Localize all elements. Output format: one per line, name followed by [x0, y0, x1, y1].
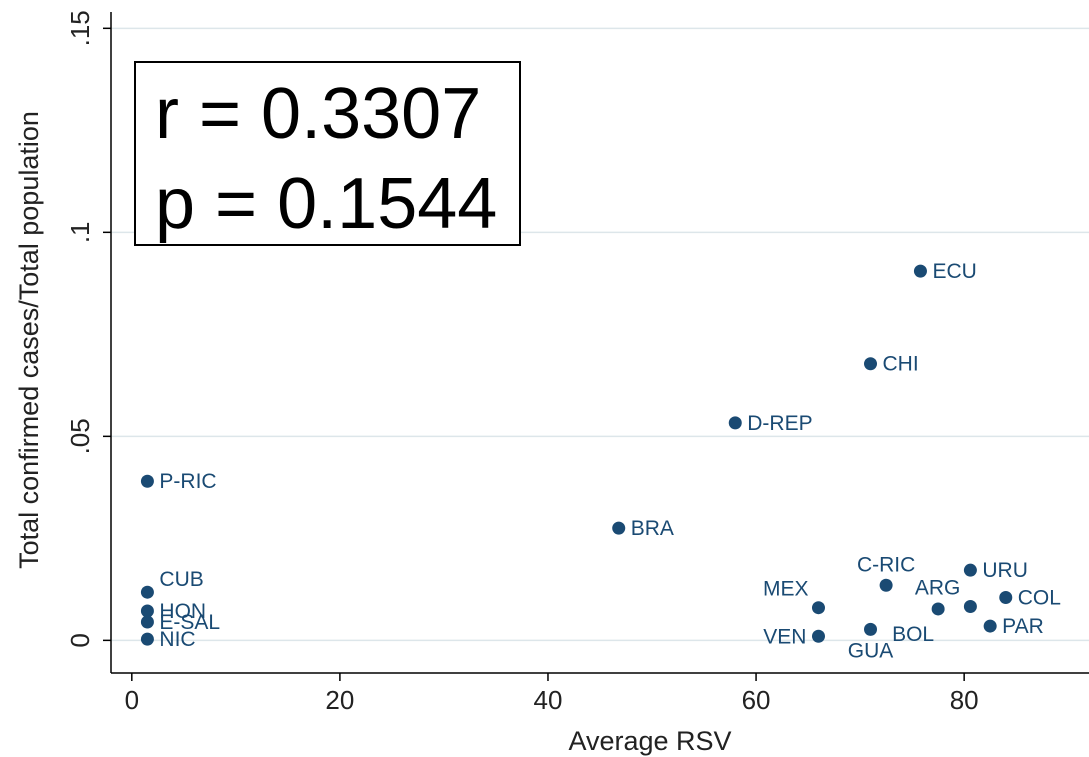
data-point — [999, 591, 1013, 605]
data-point — [140, 585, 154, 599]
x-tick-label: 80 — [950, 685, 979, 715]
point-label: URU — [982, 559, 1028, 582]
r-value-text: r = 0.3307 — [155, 74, 481, 154]
axes — [110, 12, 1089, 674]
point-label: BOL — [892, 623, 934, 646]
y-tick-label: .1 — [65, 221, 95, 243]
data-point — [913, 264, 927, 278]
point-label: MEX — [763, 578, 809, 601]
ticks: 0 .05 .1 .15 0 20 40 60 80 — [65, 10, 979, 715]
point-label: COL — [1018, 587, 1061, 610]
x-tick-label: 0 — [125, 685, 139, 715]
y-axis-title: Total confirmed cases/Total population — [14, 111, 44, 569]
x-axis-title: Average RSV — [568, 726, 731, 756]
data-point — [963, 563, 977, 577]
data-point — [811, 629, 825, 643]
data-point — [140, 615, 154, 629]
point-label: ECU — [932, 260, 976, 283]
stats-box-border — [134, 61, 521, 246]
x-tick-label: 20 — [325, 685, 354, 715]
point-label: GUA — [848, 639, 894, 662]
data-point — [931, 602, 945, 616]
point-label: BRA — [631, 517, 674, 540]
data-point — [140, 632, 154, 646]
data-point — [864, 357, 878, 371]
data-point — [612, 521, 626, 535]
point-label: P-RIC — [159, 470, 216, 493]
point-label: C-RIC — [857, 553, 915, 576]
point-label: CHI — [883, 353, 919, 376]
y-tick-label: .05 — [65, 418, 95, 454]
y-tick-label: .15 — [65, 10, 95, 46]
y-tick-label: 0 — [65, 633, 95, 647]
data-points: ECU CHI D-REP P-RIC BRA URU C-RIC CUB COL MEX ARG B… — [140, 260, 1061, 662]
data-point — [983, 619, 997, 633]
data-point — [728, 416, 742, 430]
point-label: NIC — [159, 628, 195, 651]
data-point — [963, 599, 977, 613]
stats-annotation-box: r = 0.3307 p = 0.1544 — [134, 61, 521, 246]
data-point — [140, 474, 154, 488]
point-label: ARG — [915, 576, 961, 599]
data-point — [140, 604, 154, 618]
x-tick-label: 40 — [534, 685, 563, 715]
point-label: PAR — [1002, 615, 1044, 638]
point-label: HON — [159, 600, 206, 623]
point-label: E-SAL — [159, 611, 220, 634]
point-label: CUB — [159, 568, 203, 591]
p-value-text: p = 0.1544 — [155, 164, 497, 244]
data-point — [811, 601, 825, 615]
x-tick-label: 60 — [742, 685, 771, 715]
data-point — [879, 578, 893, 592]
point-label: VEN — [763, 625, 806, 648]
point-label: D-REP — [747, 412, 812, 435]
data-point — [864, 622, 878, 636]
